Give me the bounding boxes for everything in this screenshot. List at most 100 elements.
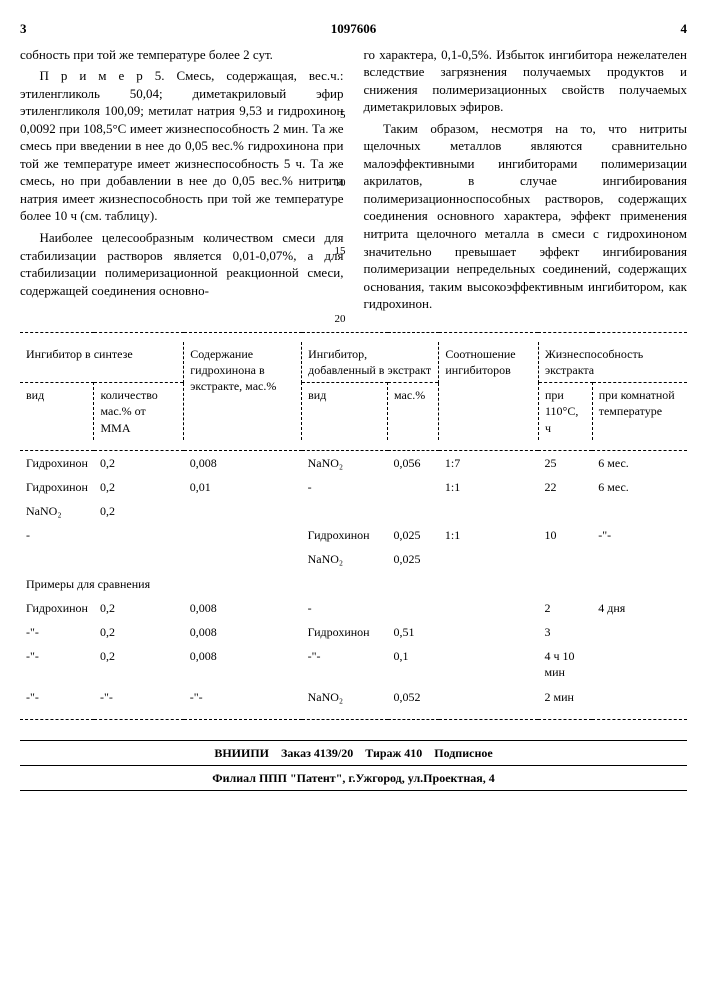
right-p1: Таким образом, несмотря на то, что нитри… [364, 120, 688, 313]
cell [538, 499, 592, 523]
table-header-row1: Ингибитор в синтезе Содержание гидрохино… [20, 342, 687, 383]
cell: 3 [538, 620, 592, 644]
table-row: -"- 0,2 0,008 -"- 0,1 4 ч 10 мин [20, 644, 687, 684]
footer-line2: Филиал ППП "Патент", г.Ужгород, ул.Проек… [20, 766, 687, 791]
table-row: NaNO₂ 0,025 [20, 547, 687, 571]
cell: 0,025 [388, 547, 439, 571]
page-left: 3 [20, 20, 27, 38]
right-column: го характера, 0,1-0,5%. Избыток ингибито… [364, 46, 688, 317]
cell: -"- [20, 620, 94, 644]
cell: 1:1 [439, 523, 539, 547]
text-columns: собность при той же температуре более 2 … [20, 46, 687, 317]
cell: - [20, 523, 94, 547]
cell: -"- [20, 685, 94, 709]
cell [184, 499, 302, 523]
cell [439, 547, 539, 571]
table-header-row2: вид количество мас.% от ММА вид мас.% пр… [20, 383, 687, 440]
left-column: собность при той же температуре более 2 … [20, 46, 344, 317]
left-p0: собность при той же температуре более 2 … [20, 46, 344, 64]
cell: 0,052 [388, 685, 439, 709]
cell: 0,025 [388, 523, 439, 547]
cell: Гидрохинон [20, 475, 94, 499]
cell: NaNO₂ [302, 547, 388, 571]
cell: 0,2 [94, 450, 184, 475]
cell: 0,2 [94, 499, 184, 523]
cell: 1:1 [439, 475, 539, 499]
table-row: NaNO₂ 0,2 [20, 499, 687, 523]
cell [439, 644, 539, 684]
cell: -"- [184, 685, 302, 709]
left-p1: П р и м е р 5. Смесь, содержащая, вес.ч.… [20, 67, 344, 225]
cell: 0,008 [184, 596, 302, 620]
h3-top: Ингибитор, добавленный в экстракт [302, 342, 439, 383]
footer-order: Заказ 4139/20 [281, 746, 353, 760]
h5-top: Жизнеспособность экстракта [538, 342, 687, 383]
cell: 0,056 [388, 450, 439, 475]
cell [592, 685, 687, 709]
cell [94, 547, 184, 571]
table-row: Гидрохинон 0,2 0,008 - 2 4 дня [20, 596, 687, 620]
line-marker-15: 15 [335, 244, 346, 259]
cell: NaNO₂ [302, 450, 388, 475]
cell [439, 620, 539, 644]
h4: Соотношение ингибиторов [439, 342, 539, 440]
cell [388, 596, 439, 620]
cell: -"- [20, 644, 94, 684]
footer-org: ВНИИПИ [214, 746, 269, 760]
cell: NaNO₂ [20, 499, 94, 523]
cell: 2 [538, 596, 592, 620]
cell [538, 547, 592, 571]
cell: 0,2 [94, 620, 184, 644]
cell [592, 620, 687, 644]
line-marker-5: 5 [340, 108, 346, 123]
h1-top: Ингибитор в синтезе [20, 342, 184, 383]
table-row: -"- -"- -"- NaNO₂ 0,052 2 мин [20, 685, 687, 709]
cell: -"- [592, 523, 687, 547]
h3b: мас.% [388, 383, 439, 440]
footer: ВНИИПИ Заказ 4139/20 Тираж 410 Подписное… [20, 740, 687, 791]
h1b: количество мас.% от ММА [94, 383, 184, 440]
table-row: Гидрохинон 0,2 0,008 NaNO₂ 0,056 1:7 25 … [20, 450, 687, 475]
cell [592, 499, 687, 523]
cell [388, 499, 439, 523]
cell [439, 685, 539, 709]
table-row: -"- 0,2 0,008 Гидрохинон 0,51 3 [20, 620, 687, 644]
cell [592, 547, 687, 571]
cell [184, 547, 302, 571]
cell: 25 [538, 450, 592, 475]
cell: Гидрохинон [20, 596, 94, 620]
cell [20, 547, 94, 571]
cell: 4 ч 10 мин [538, 644, 592, 684]
cell: 0,008 [184, 450, 302, 475]
cell: 0,2 [94, 475, 184, 499]
cell: 0,51 [388, 620, 439, 644]
table-row: Гидрохинон 0,2 0,01 - 1:1 22 6 мес. [20, 475, 687, 499]
cell: 6 мес. [592, 475, 687, 499]
section-caption: Примеры для сравнения [20, 572, 687, 596]
h2: Содержание гидрохинона в экстракте, мас.… [184, 342, 302, 440]
cell: 2 мин [538, 685, 592, 709]
cell: 0,01 [184, 475, 302, 499]
cell [184, 523, 302, 547]
cell [439, 499, 539, 523]
cell: 4 дня [592, 596, 687, 620]
cell: 0,008 [184, 620, 302, 644]
footer-tirage: Тираж 410 [365, 746, 422, 760]
cell: - [302, 475, 388, 499]
cell: - [302, 596, 388, 620]
data-table: Ингибитор в синтезе Содержание гидрохино… [20, 332, 687, 720]
cell: 6 мес. [592, 450, 687, 475]
h5b: при комнатной температуре [592, 383, 687, 440]
cell [439, 596, 539, 620]
cell: 10 [538, 523, 592, 547]
cell [388, 475, 439, 499]
h1a: вид [20, 383, 94, 440]
cell [302, 499, 388, 523]
page-right: 4 [681, 20, 688, 38]
cell: 0,2 [94, 644, 184, 684]
cell: 0,008 [184, 644, 302, 684]
cell: Гидрохинон [20, 450, 94, 475]
footer-line1: ВНИИПИ Заказ 4139/20 Тираж 410 Подписное [20, 740, 687, 766]
header-row: 3 1097606 4 [20, 20, 687, 38]
cell: NaNO₂ [302, 685, 388, 709]
